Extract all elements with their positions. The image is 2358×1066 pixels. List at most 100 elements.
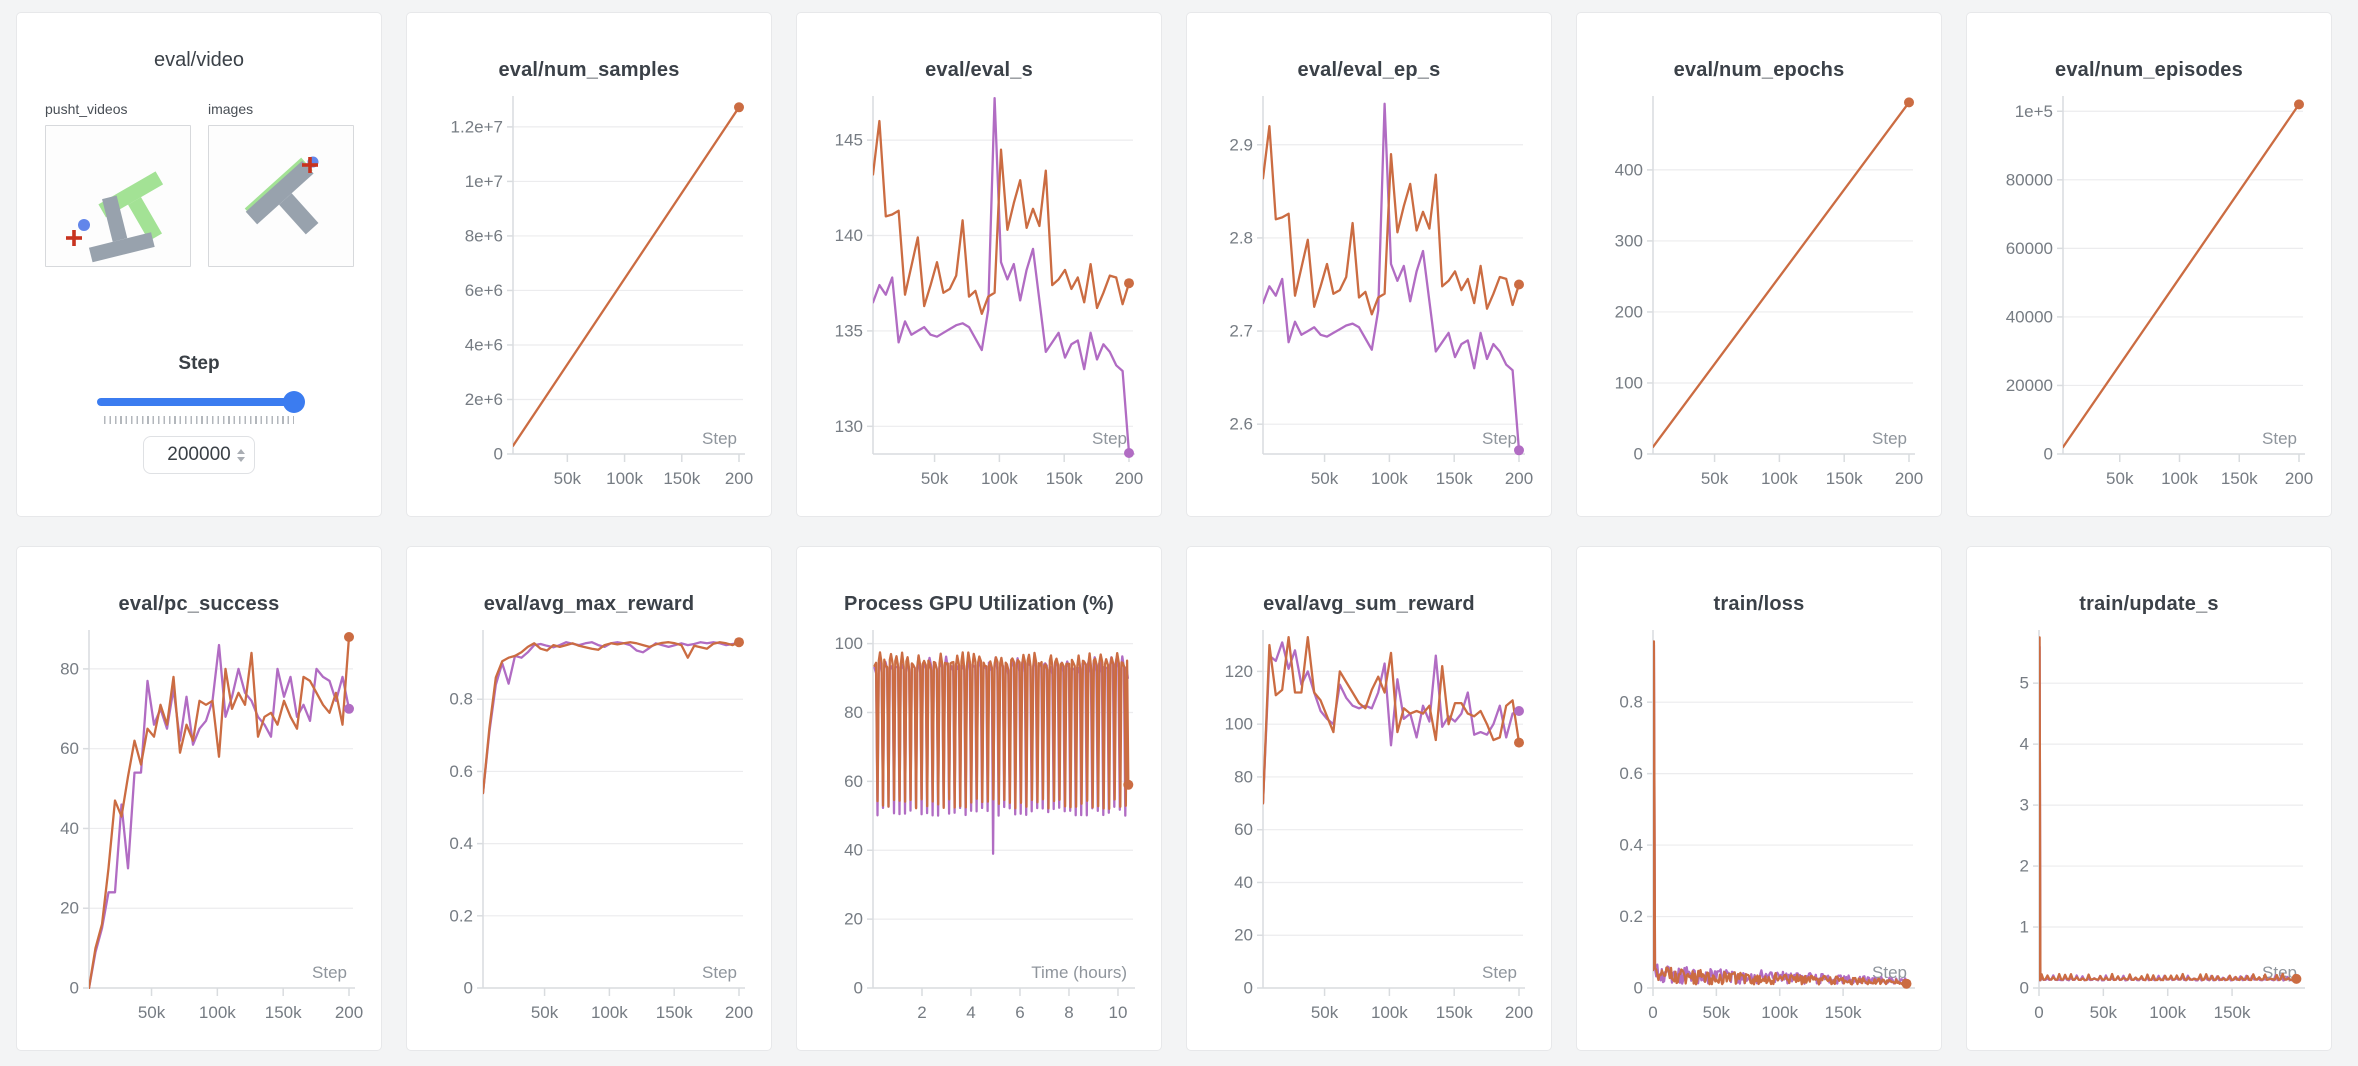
pusht-scene-video-frame	[66, 171, 164, 263]
y-tick-label: 0	[2044, 445, 2053, 464]
y-tick-label: 60	[844, 772, 863, 791]
chart-plot-area[interactable]: 0 20 40 60 80 100 120 50k 100k 150k 200 Step	[1187, 547, 1551, 1050]
x-tick-label: 200	[1505, 1003, 1533, 1022]
series-line-run-purple	[873, 96, 1131, 455]
series-line-run-purple	[1653, 643, 1907, 985]
step-slider[interactable]	[97, 391, 305, 413]
y-tick-label: 1e+5	[2015, 102, 2053, 121]
y-tick-label: 20	[1234, 926, 1253, 945]
chart-title: eval/avg_max_reward	[483, 593, 695, 615]
latest-point-dot-run-orange	[2291, 973, 2302, 984]
chart-plot-area[interactable]: 2.6 2.7 2.8 2.9 50k 100k 150k 200 Step	[1187, 13, 1551, 516]
y-tick-label: 400	[1615, 160, 1643, 179]
series-line-run-orange	[2039, 636, 2298, 982]
series-line-run-orange	[873, 119, 1131, 315]
step-control: Step 200000	[17, 353, 381, 474]
y-tick-label: 1e+7	[465, 172, 503, 191]
chart-plot-area[interactable]: 0 2e+6 4e+6 6e+6 8e+6 1e+7 1.2e+7 50k 100k 150k 20…	[407, 13, 771, 516]
chart-panel-eval-num-episodes: eval/num_episodes 0 20000 40000 60000 80000 1…	[1966, 12, 2332, 517]
y-tick-label: 0.8	[1619, 693, 1643, 712]
series-line-run-purple	[1263, 102, 1521, 452]
x-tick-label: 100k	[981, 469, 1018, 488]
latest-point-dot-run-orange	[734, 102, 744, 113]
x-tick-label: 150k	[656, 1003, 693, 1022]
chart-plot-area[interactable]: 0 0.2 0.4 0.6 0.8 50k 100k 150k 200 Step	[407, 547, 771, 1050]
x-axis-label: Step	[1482, 963, 1517, 982]
y-tick-label: 40	[60, 819, 79, 838]
x-tick-label: 50k	[1311, 1003, 1339, 1022]
y-tick-label: 0.6	[1619, 764, 1643, 783]
x-tick-label: 8	[1064, 1003, 1073, 1022]
y-tick-label: 60	[1234, 820, 1253, 839]
chart-plot-area[interactable]: 0 20000 40000 60000 80000 1e+5 50k 100k 150k 200 S…	[1967, 13, 2331, 516]
series-line-run-orange	[513, 106, 741, 447]
x-tick-label: 50k	[1701, 469, 1729, 488]
latest-point-dot-run-orange	[1901, 978, 1912, 989]
latest-point-dot-run-orange	[1514, 279, 1524, 290]
y-tick-label: 100	[835, 634, 863, 653]
y-tick-label: 0.2	[449, 906, 473, 925]
step-slider-handle[interactable]	[283, 391, 305, 413]
x-tick-label: 50k	[554, 469, 582, 488]
y-tick-label: 0.4	[1619, 836, 1643, 855]
chart-panel-process-gpu-utilization: Process GPU Utilization (%) 0 20 40 60 80 100…	[796, 546, 1162, 1051]
pusht-video-thumbnail[interactable]	[45, 125, 191, 267]
series-line-run-orange	[89, 635, 351, 989]
y-tick-label: 2.8	[1229, 228, 1253, 247]
chart-plot-area[interactable]: 130 135 140 145 50k 100k 150k 200 Step	[797, 13, 1161, 516]
x-tick-label: 100k	[2149, 1003, 2186, 1022]
y-tick-label: 2.9	[1229, 135, 1253, 154]
chart-plot-area[interactable]: 0 20 40 60 80 50k 100k 150k 200 Step	[17, 547, 381, 1050]
y-tick-label: 2.6	[1229, 415, 1253, 434]
chart-title: eval/num_episodes	[2055, 59, 2243, 81]
x-tick-label: 150k	[1436, 1003, 1473, 1022]
series-line-run-purple	[2039, 645, 2297, 982]
chart-title: eval/eval_ep_s	[1297, 59, 1441, 81]
chart-panel-eval-eval-s: eval/eval_s 130 135 140 145 50k 100k 150k 200 St…	[796, 12, 1162, 517]
y-tick-label: 3	[2020, 796, 2029, 815]
y-tick-label: 100	[1615, 373, 1643, 392]
chart-plot-area[interactable]: 0 100 200 300 400 50k 100k 150k 200 Step	[1577, 13, 1941, 516]
y-tick-label: 0.2	[1619, 907, 1643, 926]
x-tick-label: 100k	[1371, 1003, 1408, 1022]
chart-panel-eval-num-samples: eval/num_samples 0 2e+6 4e+6 6e+6 8e+6 1e+7 1.…	[406, 12, 772, 517]
pusht-agent-dot	[78, 219, 90, 231]
y-tick-label: 0	[2020, 979, 2029, 998]
x-tick-label: 200	[2285, 469, 2313, 488]
y-tick-label: 8e+6	[465, 226, 503, 245]
pusht-block-t-shape	[245, 160, 319, 235]
x-tick-label: 10	[1109, 1003, 1128, 1022]
x-tick-label: 0	[1648, 1003, 1657, 1022]
y-tick-label: 20	[844, 910, 863, 929]
latest-point-dot-run-purple	[1124, 448, 1134, 458]
chart-panel-eval-num-epochs: eval/num_epochs 0 100 200 300 400 50k 100k 150k…	[1576, 12, 1942, 517]
images-thumbnail[interactable]	[208, 125, 354, 267]
x-tick-label: 200	[1895, 469, 1923, 488]
y-tick-label: 0	[1244, 979, 1253, 998]
y-tick-label: 0	[1634, 979, 1643, 998]
y-tick-label: 120	[1225, 662, 1253, 681]
step-slider-track[interactable]	[97, 398, 301, 406]
latest-point-dot-run-orange	[1904, 97, 1914, 108]
y-tick-label: 4e+6	[465, 335, 503, 354]
chart-panel-eval-avg-max-reward: eval/avg_max_reward 0 0.2 0.4 0.6 0.8 50k 100k…	[406, 546, 772, 1051]
chart-title: eval/num_samples	[498, 59, 680, 81]
spinner-up-icon[interactable]	[237, 448, 245, 454]
y-tick-label: 140	[835, 226, 863, 245]
step-input-value[interactable]: 200000	[167, 444, 231, 465]
chart-title: eval/eval_s	[925, 59, 1033, 81]
chart-plot-area[interactable]: 0 20 40 60 80 100 2 4 6 8 10 Time (hours)	[797, 547, 1161, 1050]
y-tick-label: 6e+6	[465, 281, 503, 300]
spinner-down-icon[interactable]	[237, 456, 245, 462]
chart-panel-eval-avg-sum-reward: eval/avg_sum_reward 0 20 40 60 80 100 120 50k 10…	[1186, 546, 1552, 1051]
x-tick-label: 100k	[199, 1003, 236, 1022]
y-tick-label: 4	[2020, 735, 2029, 754]
series-line-run-orange	[1263, 124, 1521, 316]
step-input[interactable]: 200000	[143, 436, 255, 474]
y-tick-label: 135	[835, 321, 863, 340]
y-tick-label: 200	[1615, 302, 1643, 321]
pusht-block-t-shape	[88, 195, 155, 263]
